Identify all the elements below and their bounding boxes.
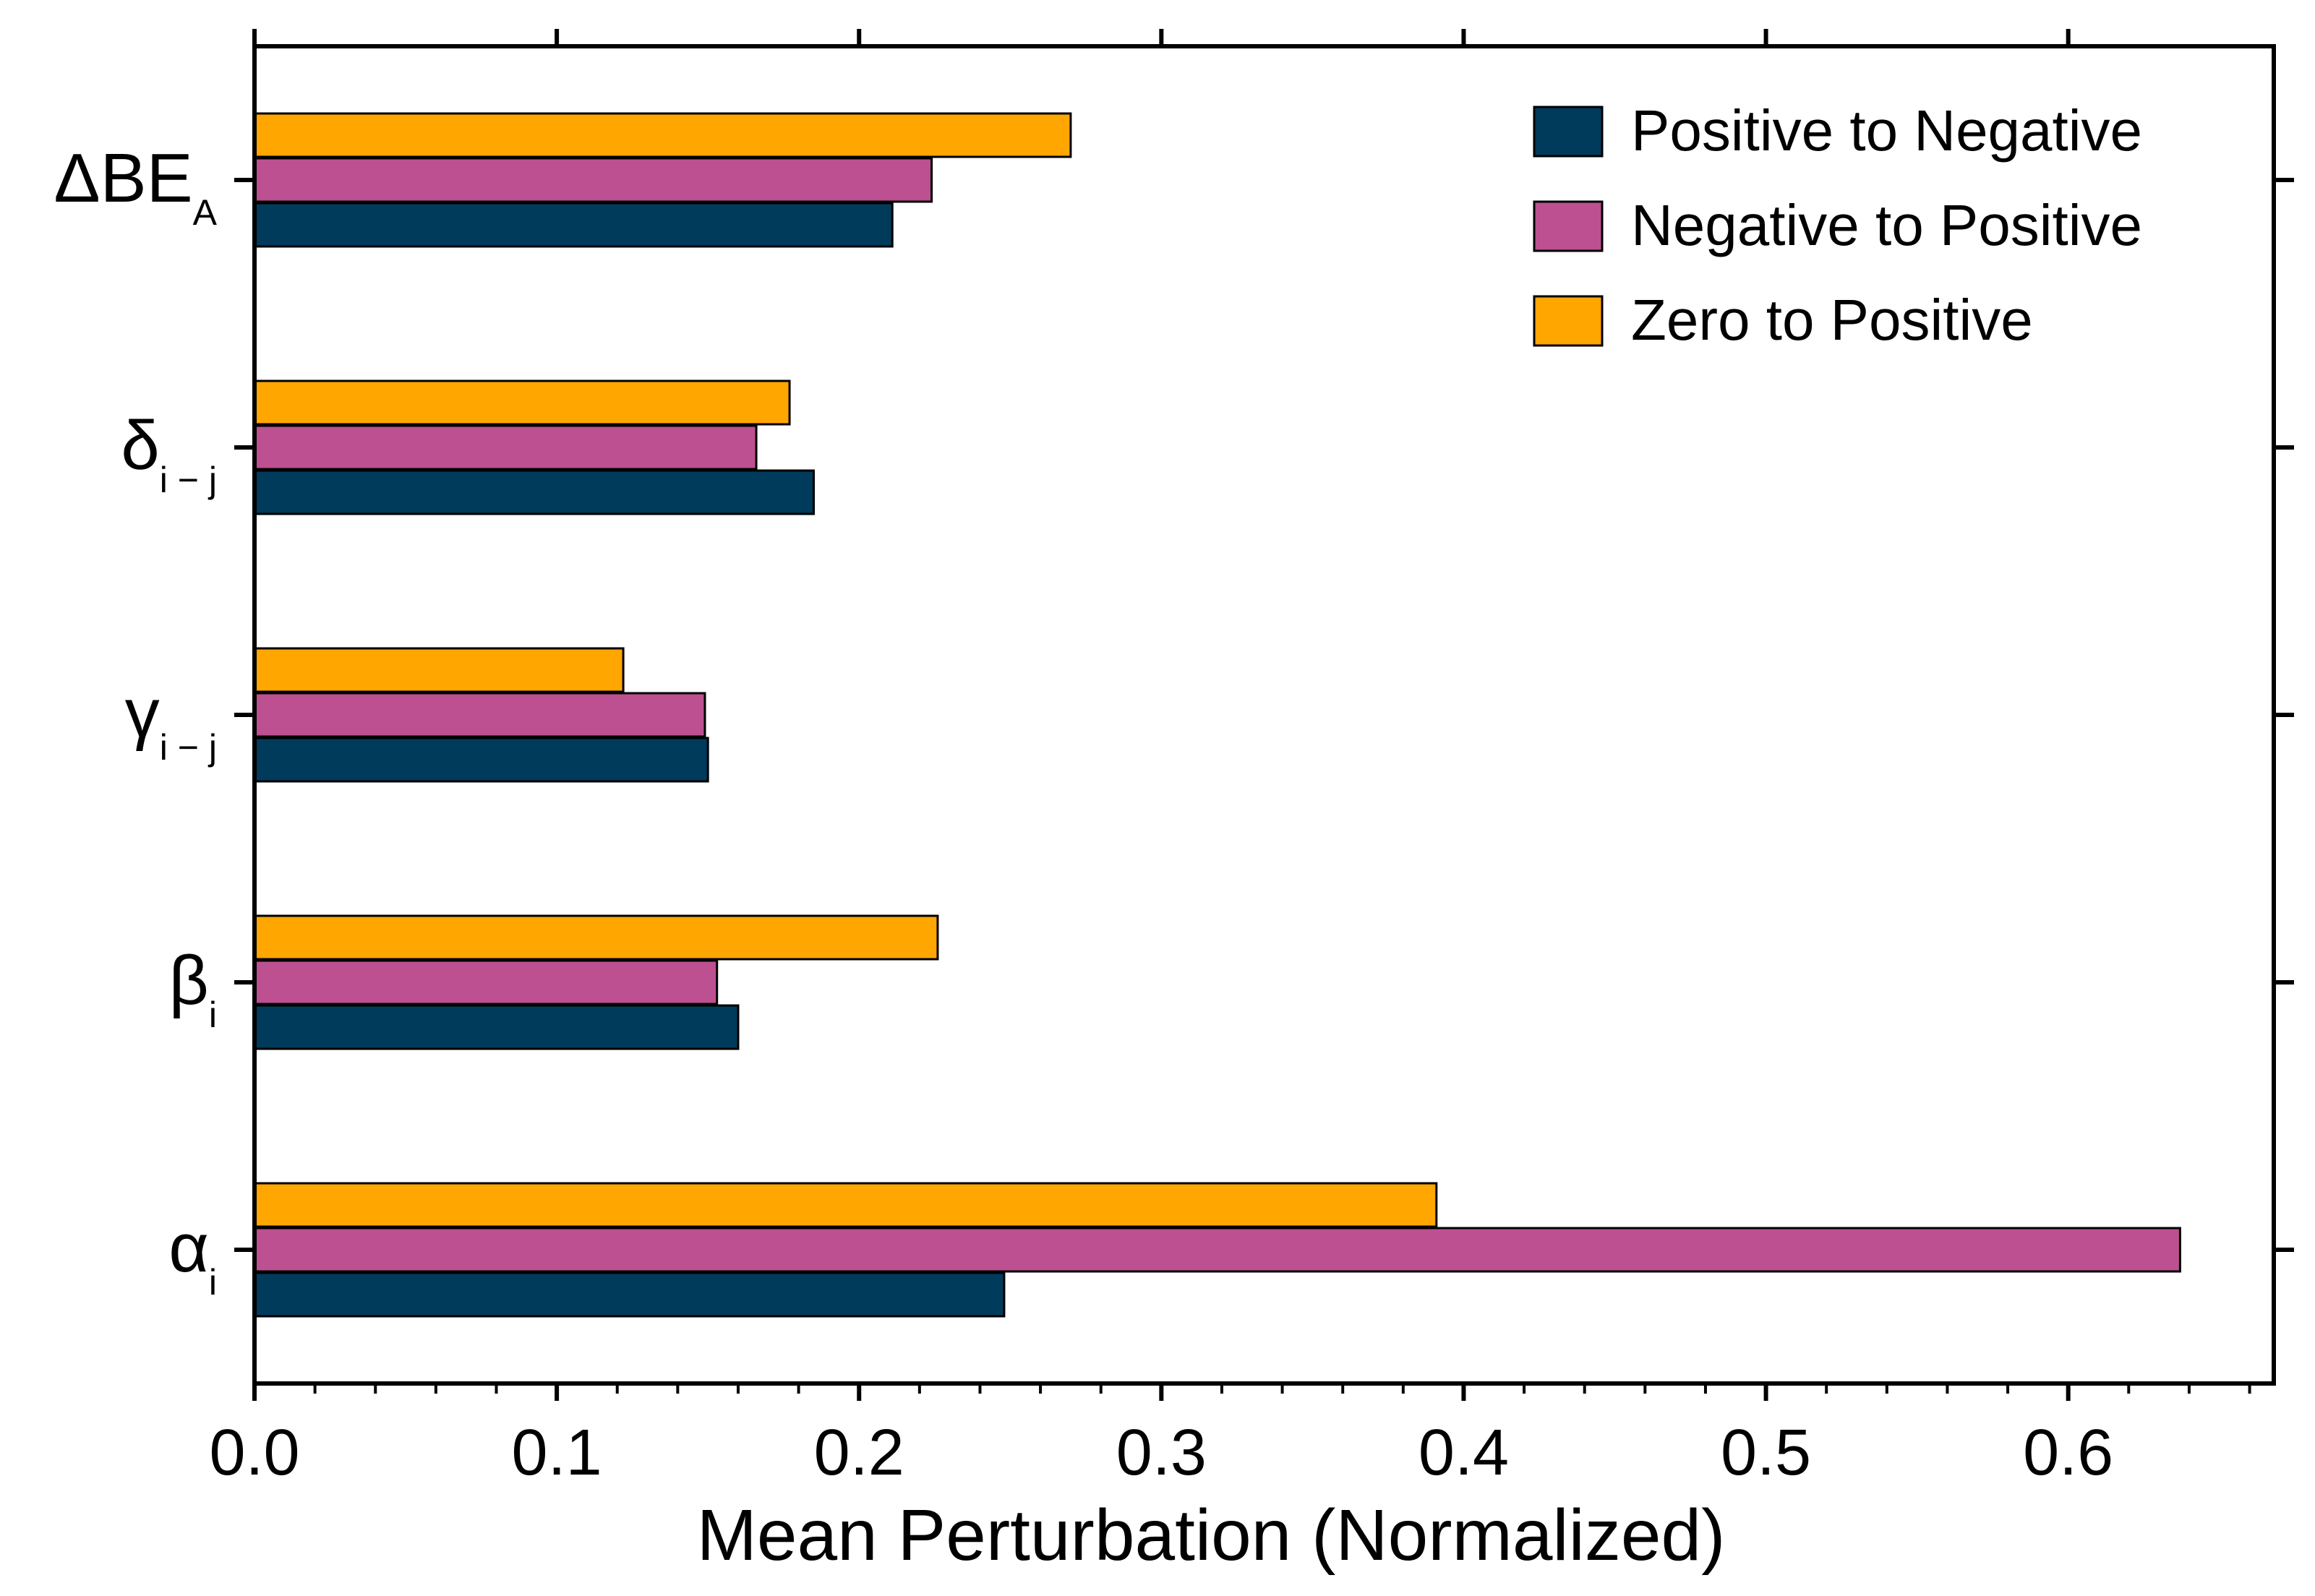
legend-swatch xyxy=(1533,295,1604,347)
legend: Positive to Negative Negative to Positive… xyxy=(1533,98,2142,352)
y-tick-label: βi xyxy=(169,942,217,1035)
bar-negative-to-positive-1 xyxy=(253,959,719,1005)
ticks-group xyxy=(234,29,2294,1401)
bars-group xyxy=(253,112,2181,1318)
x-tick-label: 0.2 xyxy=(814,1417,904,1489)
bar-zero-to-positive-3 xyxy=(253,379,791,426)
x-tick-label: 0.4 xyxy=(1418,1417,1509,1489)
x-tick-label: 0.6 xyxy=(2023,1417,2113,1489)
legend-label: Zero to Positive xyxy=(1631,288,2033,352)
y-tick-label: γi − j xyxy=(125,674,217,768)
y-tick-label: αi xyxy=(168,1209,217,1303)
bar-negative-to-positive-0 xyxy=(253,1227,2181,1273)
bar-positive-to-negative-1 xyxy=(253,1004,740,1050)
y-tick-label: δi − j xyxy=(121,407,217,500)
x-tick-label: 0.3 xyxy=(1116,1417,1207,1489)
bar-positive-to-negative-2 xyxy=(253,737,709,783)
bar-negative-to-positive-2 xyxy=(253,692,706,738)
legend-swatch xyxy=(1533,106,1604,158)
legend-label: Negative to Positive xyxy=(1631,193,2142,257)
bar-positive-to-negative-3 xyxy=(253,469,816,515)
x-tick-label: 0.0 xyxy=(209,1417,299,1489)
x-tick-label: 0.5 xyxy=(1721,1417,1811,1489)
bar-zero-to-positive-2 xyxy=(253,647,625,693)
x-axis-label: Mean Perturbation (Normalized) xyxy=(697,1495,1726,1576)
legend-label: Positive to Negative xyxy=(1631,98,2142,163)
y-tick-label: ΔBEA xyxy=(54,140,217,233)
tick-labels-group: 0.0 0.1 0.2 0.3 0.4 0.5 0.6 αi βi γi − j δi − j ΔBE… xyxy=(54,140,2113,1489)
bar-zero-to-positive-4 xyxy=(253,112,1072,158)
bar-negative-to-positive-3 xyxy=(253,424,758,471)
x-tick-label: 0.1 xyxy=(512,1417,602,1489)
bar-zero-to-positive-1 xyxy=(253,914,939,961)
bar-positive-to-negative-4 xyxy=(253,202,894,248)
bar-zero-to-positive-0 xyxy=(253,1182,1438,1228)
legend-swatch xyxy=(1533,200,1604,252)
bar-negative-to-positive-4 xyxy=(253,157,933,203)
bar-positive-to-negative-0 xyxy=(253,1271,1006,1318)
